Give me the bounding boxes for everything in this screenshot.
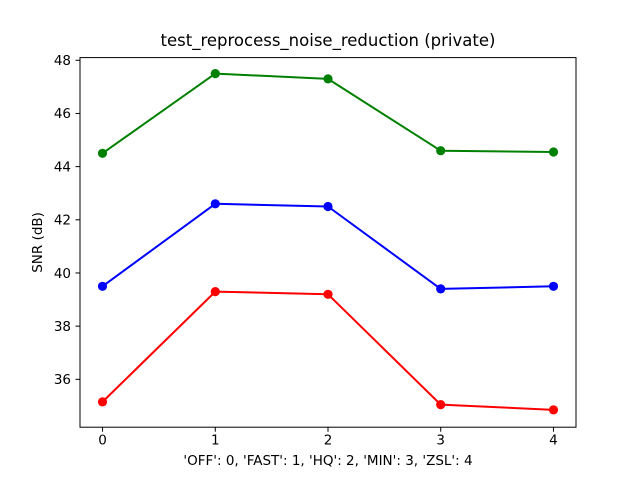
- y-axis-label: SNR (dB): [30, 212, 46, 273]
- blue-series-marker: [97, 281, 108, 291]
- chart-title: test_reprocess_noise_reduction (private): [161, 31, 496, 51]
- blue-series-marker: [210, 199, 220, 209]
- green-series-marker: [436, 146, 446, 156]
- x-tick-label: 3: [436, 433, 445, 449]
- y-tick-label: 36: [54, 372, 71, 388]
- blue-series-marker: [548, 281, 559, 291]
- red-series-marker: [210, 287, 220, 297]
- green-series-marker: [323, 74, 333, 84]
- red-series-marker: [548, 405, 559, 415]
- green-series-marker: [210, 69, 220, 79]
- x-tick-label: 1: [211, 433, 220, 449]
- y-tick-label: 48: [54, 53, 71, 69]
- red-series-marker: [436, 400, 446, 410]
- blue-series-marker: [436, 284, 446, 294]
- green-series-marker: [548, 147, 559, 157]
- x-tick-label: 4: [549, 433, 558, 449]
- x-tick-label: 2: [324, 433, 333, 449]
- x-axis-label: 'OFF': 0, 'FAST': 1, 'HQ': 2, 'MIN': 3, …: [183, 453, 472, 469]
- y-tick-label: 44: [54, 159, 71, 175]
- y-tick-label: 42: [54, 213, 71, 229]
- x-tick-label: 0: [98, 433, 107, 449]
- red-series-marker: [323, 289, 333, 299]
- y-tick-label: 46: [54, 106, 71, 122]
- y-tick-label: 38: [54, 319, 71, 335]
- y-tick-label: 40: [54, 266, 71, 282]
- blue-series-marker: [323, 201, 333, 212]
- red-series-marker: [97, 397, 108, 407]
- green-series-marker: [97, 148, 108, 158]
